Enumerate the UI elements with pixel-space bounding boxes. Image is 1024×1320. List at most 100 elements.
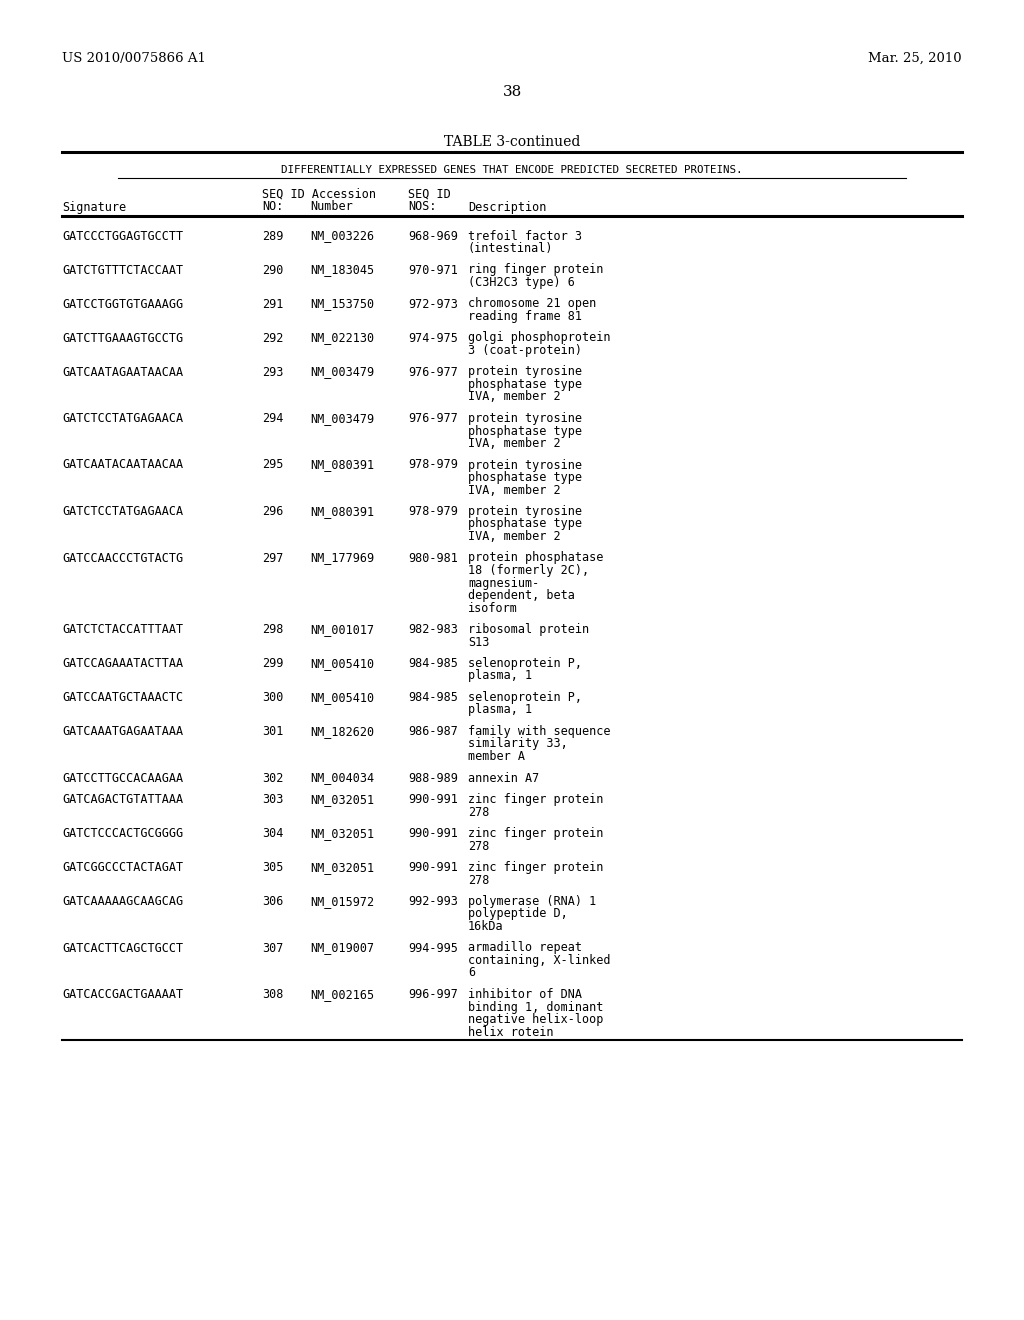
Text: polymerase (RNA) 1: polymerase (RNA) 1 [468,895,596,908]
Text: 990-991: 990-991 [408,828,458,840]
Text: binding 1, dominant: binding 1, dominant [468,1001,603,1014]
Text: 978-979: 978-979 [408,506,458,517]
Text: inhibitor of DNA: inhibitor of DNA [468,987,582,1001]
Text: 295: 295 [262,458,284,471]
Text: 976-977: 976-977 [408,366,458,379]
Text: GATCCAATGCTAAACTC: GATCCAATGCTAAACTC [62,690,183,704]
Text: NM_015972: NM_015972 [310,895,374,908]
Text: GATCCCTGGAGTGCCTT: GATCCCTGGAGTGCCTT [62,230,183,243]
Text: GATCCTTGCCACAAGAA: GATCCTTGCCACAAGAA [62,771,183,784]
Text: plasma, 1: plasma, 1 [468,704,532,717]
Text: GATCAAAAAGCAAGCAG: GATCAAAAAGCAAGCAG [62,895,183,908]
Text: isoform: isoform [468,602,518,615]
Text: 16kDa: 16kDa [468,920,504,933]
Text: protein tyrosine: protein tyrosine [468,506,582,517]
Text: protein phosphatase: protein phosphatase [468,552,603,565]
Text: S13: S13 [468,635,489,648]
Text: zinc finger protein: zinc finger protein [468,861,603,874]
Text: TABLE 3-continued: TABLE 3-continued [443,135,581,149]
Text: NM_080391: NM_080391 [310,458,374,471]
Text: 302: 302 [262,771,284,784]
Text: NM_183045: NM_183045 [310,264,374,276]
Text: 278: 278 [468,805,489,818]
Text: 289: 289 [262,230,284,243]
Text: negative helix-loop: negative helix-loop [468,1012,603,1026]
Text: 994-995: 994-995 [408,941,458,954]
Text: GATCAATAGAATAACAA: GATCAATAGAATAACAA [62,366,183,379]
Text: NM_182620: NM_182620 [310,725,374,738]
Text: 290: 290 [262,264,284,276]
Text: phosphatase type: phosphatase type [468,517,582,531]
Text: trefoil factor 3: trefoil factor 3 [468,230,582,243]
Text: 970-971: 970-971 [408,264,458,276]
Text: NM_080391: NM_080391 [310,506,374,517]
Text: 306: 306 [262,895,284,908]
Text: NM_022130: NM_022130 [310,331,374,345]
Text: zinc finger protein: zinc finger protein [468,793,603,807]
Text: Number: Number [310,201,352,214]
Text: plasma, 1: plasma, 1 [468,669,532,682]
Text: phosphatase type: phosphatase type [468,471,582,484]
Text: reading frame 81: reading frame 81 [468,310,582,323]
Text: 292: 292 [262,331,284,345]
Text: protein tyrosine: protein tyrosine [468,412,582,425]
Text: 18 (formerly 2C),: 18 (formerly 2C), [468,564,589,577]
Text: golgi phosphoprotein: golgi phosphoprotein [468,331,610,345]
Text: 982-983: 982-983 [408,623,458,636]
Text: 996-997: 996-997 [408,987,458,1001]
Text: NM_003479: NM_003479 [310,366,374,379]
Text: 303: 303 [262,793,284,807]
Text: GATCTGTTTCTACCAAT: GATCTGTTTCTACCAAT [62,264,183,276]
Text: annexin A7: annexin A7 [468,771,540,784]
Text: 988-989: 988-989 [408,771,458,784]
Text: polypeptide D,: polypeptide D, [468,908,567,920]
Text: 300: 300 [262,690,284,704]
Text: Description: Description [468,201,547,214]
Text: US 2010/0075866 A1: US 2010/0075866 A1 [62,51,206,65]
Text: 301: 301 [262,725,284,738]
Text: IVA, member 2: IVA, member 2 [468,483,560,496]
Text: SEQ ID: SEQ ID [408,187,451,201]
Text: IVA, member 2: IVA, member 2 [468,531,560,543]
Text: 976-977: 976-977 [408,412,458,425]
Text: protein tyrosine: protein tyrosine [468,458,582,471]
Text: GATCAATACAATAACAA: GATCAATACAATAACAA [62,458,183,471]
Text: phosphatase type: phosphatase type [468,378,582,391]
Text: 984-985: 984-985 [408,690,458,704]
Text: 3 (coat-protein): 3 (coat-protein) [468,345,582,356]
Text: GATCAAATGAGAATAAA: GATCAAATGAGAATAAA [62,725,183,738]
Text: NOS:: NOS: [408,201,436,214]
Text: NM_153750: NM_153750 [310,297,374,310]
Text: NM_177969: NM_177969 [310,552,374,565]
Text: GATCACCGACTGAAAAT: GATCACCGACTGAAAAT [62,987,183,1001]
Text: similarity 33,: similarity 33, [468,738,567,751]
Text: SEQ ID Accession: SEQ ID Accession [262,187,376,201]
Text: 990-991: 990-991 [408,793,458,807]
Text: NO:: NO: [262,201,284,214]
Text: NM_002165: NM_002165 [310,987,374,1001]
Text: 978-979: 978-979 [408,458,458,471]
Text: GATCTTGAAAGTGCCTG: GATCTTGAAAGTGCCTG [62,331,183,345]
Text: 974-975: 974-975 [408,331,458,345]
Text: NM_003226: NM_003226 [310,230,374,243]
Text: 305: 305 [262,861,284,874]
Text: GATCTCCTATGAGAACA: GATCTCCTATGAGAACA [62,506,183,517]
Text: 297: 297 [262,552,284,565]
Text: NM_004034: NM_004034 [310,771,374,784]
Text: containing, X-linked: containing, X-linked [468,954,610,968]
Text: selenoprotein P,: selenoprotein P, [468,657,582,671]
Text: 968-969: 968-969 [408,230,458,243]
Text: ribosomal protein: ribosomal protein [468,623,589,636]
Text: GATCCAGAAATACTTAA: GATCCAGAAATACTTAA [62,657,183,671]
Text: 304: 304 [262,828,284,840]
Text: GATCTCCCACTGCGGGG: GATCTCCCACTGCGGGG [62,828,183,840]
Text: IVA, member 2: IVA, member 2 [468,437,560,450]
Text: dependent, beta: dependent, beta [468,589,574,602]
Text: GATCACTTCAGCTGCCT: GATCACTTCAGCTGCCT [62,941,183,954]
Text: NM_005410: NM_005410 [310,657,374,671]
Text: GATCGGCCCTACTAGAT: GATCGGCCCTACTAGAT [62,861,183,874]
Text: (C3H2C3 type) 6: (C3H2C3 type) 6 [468,276,574,289]
Text: GATCAGACTGTATTAAA: GATCAGACTGTATTAAA [62,793,183,807]
Text: 298: 298 [262,623,284,636]
Text: GATCCTGGTGTGAAAGG: GATCCTGGTGTGAAAGG [62,297,183,310]
